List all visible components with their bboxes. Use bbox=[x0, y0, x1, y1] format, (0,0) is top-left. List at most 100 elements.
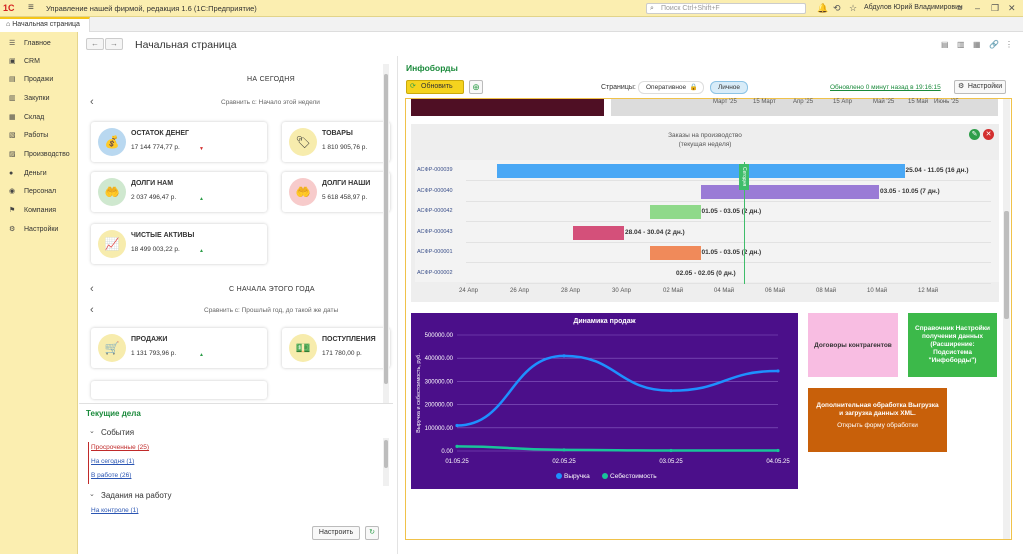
gantt-row-id[interactable]: АСФР-000002 bbox=[417, 269, 453, 276]
widgets-scrollbar[interactable] bbox=[383, 64, 389, 404]
configure-button[interactable]: Настроить bbox=[312, 526, 360, 540]
gantt-bar[interactable] bbox=[496, 164, 905, 178]
print-icon[interactable]: ▤ bbox=[941, 40, 949, 49]
reference-tile[interactable]: Справочник Настройки получения данных (Р… bbox=[908, 313, 997, 377]
scrollbar-thumb[interactable] bbox=[384, 440, 388, 468]
processing-tile[interactable]: Дополнительная обработка Выгрузка и загр… bbox=[808, 388, 947, 452]
back-button[interactable]: ← bbox=[86, 38, 104, 50]
gantt-axis-tick: 26 Апр bbox=[510, 288, 529, 294]
main-menu-icon[interactable]: ≡ bbox=[28, 2, 34, 13]
gantt-bar[interactable] bbox=[649, 246, 701, 260]
settings-button[interactable]: ⚙ Настройки bbox=[954, 80, 1006, 94]
forward-button[interactable]: → bbox=[105, 38, 123, 50]
events-overdue-link[interactable]: Просроченные (25) bbox=[91, 444, 150, 451]
history-icon[interactable]: ⟲ bbox=[833, 3, 841, 13]
gantt-bar[interactable] bbox=[649, 205, 701, 219]
sidebar-item-money[interactable]: ● Деньги bbox=[0, 166, 78, 182]
tab-operative-label: Оперативное bbox=[646, 84, 687, 91]
search-icon: ⌕ bbox=[650, 5, 654, 12]
refresh-icon[interactable]: ↻ bbox=[365, 526, 379, 540]
sidebar-item-purchases[interactable]: ▥ Закупки bbox=[0, 91, 78, 107]
chevron-down-icon[interactable]: ⌄ bbox=[89, 428, 95, 435]
sidebar-item-sales[interactable]: ▤ Продажи bbox=[0, 72, 78, 88]
chevron-down-icon[interactable]: ⌄ bbox=[89, 491, 95, 498]
updated-link[interactable]: Обновлено 0 минут назад в 19:16:15 bbox=[830, 84, 941, 91]
gantt-row-id[interactable]: АСФР-000040 bbox=[417, 187, 453, 194]
chevron-left-icon[interactable]: ‹ bbox=[90, 96, 94, 108]
jobs-title[interactable]: Задания на работу bbox=[101, 491, 172, 500]
refresh-button[interactable]: ⟳ Обновить bbox=[406, 80, 464, 94]
link-icon[interactable]: 🔗 bbox=[989, 40, 999, 49]
gantt-row-divider bbox=[466, 180, 991, 181]
events-today-link[interactable]: На сегодня (1) bbox=[91, 458, 135, 465]
tab-home[interactable]: ⌂ Начальная страница bbox=[0, 17, 90, 32]
sidebar-item-label: Настройки bbox=[24, 226, 59, 233]
gear-icon: ⚙ bbox=[9, 226, 16, 233]
sidebar-item-crm[interactable]: ▣ CRM bbox=[0, 54, 78, 70]
close-icon[interactable]: ✕ bbox=[1008, 3, 1016, 13]
sidebar-item-warehouse[interactable]: ▦ Склад bbox=[0, 110, 78, 126]
scrollbar-thumb[interactable] bbox=[384, 74, 388, 384]
tab-personal[interactable]: Личное bbox=[710, 81, 748, 94]
sidebar-item-staff[interactable]: ◉ Персонал bbox=[0, 184, 78, 200]
global-search-input[interactable]: ⌕ Поиск Ctrl+Shift+F bbox=[646, 3, 806, 14]
sidebar-item-label: CRM bbox=[24, 58, 40, 65]
scrollbar-thumb[interactable] bbox=[1004, 211, 1009, 319]
events-inwork-link[interactable]: В работе (26) bbox=[91, 472, 132, 479]
edit-icon[interactable]: ✎ bbox=[969, 129, 980, 140]
dashboard-scrollbar[interactable] bbox=[1003, 99, 1010, 539]
sidebar-item-main[interactable]: ☰ Главное bbox=[0, 36, 78, 52]
chevron-left-icon[interactable]: ‹ bbox=[90, 304, 94, 316]
bell-icon[interactable]: 🔔 bbox=[817, 3, 829, 13]
today-line bbox=[744, 162, 745, 284]
card-net-assets[interactable]: 📈 ЧИСТЫЕ АКТИВЫ 18 499 003,22 р. ▲ bbox=[91, 224, 267, 264]
crm-icon: ▣ bbox=[9, 58, 16, 65]
tasks-scrollbar[interactable] bbox=[383, 438, 389, 486]
save-icon[interactable]: ▦ bbox=[973, 40, 981, 49]
gantt-row-id[interactable]: АСФР-000039 bbox=[417, 167, 453, 173]
sales-chart[interactable]: Динамика продаж 0.00 100000.00 200000.00 30… bbox=[411, 313, 798, 489]
tab-operative[interactable]: Оперативное 🔒 bbox=[638, 81, 704, 94]
card-sales[interactable]: 🛒 ПРОДАЖИ 1 131 793,96 р. ▲ bbox=[91, 328, 267, 368]
gantt-row-id[interactable]: АСФР-000043 bbox=[417, 228, 453, 235]
settings-menu-icon[interactable]: ≡ bbox=[957, 3, 963, 13]
gantt-row-id[interactable]: АСФР-000042 bbox=[417, 208, 453, 214]
events-title[interactable]: События bbox=[101, 428, 135, 437]
card-goods[interactable]: 🏷 ТОВАРЫ 1 810 905,76 р. ▼ bbox=[282, 122, 390, 162]
sidebar-item-settings[interactable]: ⚙ Настройки bbox=[0, 222, 78, 238]
delete-icon[interactable]: ✕ bbox=[983, 129, 994, 140]
more-icon[interactable]: ⋮ bbox=[1005, 40, 1013, 49]
gantt-bar-label: 01.05 - 03.05 (2 дн.) bbox=[701, 208, 762, 215]
report-icon[interactable]: ▥ bbox=[957, 40, 965, 49]
contracts-tile[interactable]: Договоры контрагентов bbox=[808, 313, 898, 377]
search-placeholder: Поиск Ctrl+Shift+F bbox=[661, 5, 720, 12]
jobs-control-link[interactable]: На контроле (1) bbox=[91, 507, 139, 514]
gantt-bar[interactable] bbox=[573, 225, 624, 240]
sidebar-item-works[interactable]: ▧ Работы bbox=[0, 128, 78, 144]
chevron-left-icon[interactable]: ‹ bbox=[90, 283, 94, 295]
current-user[interactable]: Абдулов Юрий Владимирович bbox=[864, 4, 963, 11]
card-receivables[interactable]: 🤲 ДОЛГИ НАМ 2 037 496,47 р. ▲ bbox=[91, 172, 267, 212]
card-receipts[interactable]: 💵 ПОСТУПЛЕНИЯ 171 780,00 р. ▲ bbox=[282, 328, 390, 368]
today-compare[interactable]: Сравнить с: Начало этой недели bbox=[221, 99, 320, 106]
restore-icon[interactable]: ❐ bbox=[991, 3, 1000, 13]
sidebar-item-label: Персонал bbox=[24, 188, 57, 195]
gantt-axis-tick: 02 Май bbox=[663, 288, 684, 294]
card-value: 5 618 458,97 р. bbox=[322, 194, 368, 201]
sidebar-item-production[interactable]: ▨ Производство bbox=[0, 147, 78, 163]
strip-tick: Апр '25 bbox=[793, 99, 814, 105]
gantt-bar-label: 03.05 - 10.05 (7 дн.) bbox=[880, 187, 940, 195]
gantt-row-id[interactable]: АСФР-000001 bbox=[417, 249, 453, 255]
star-icon[interactable]: ☆ bbox=[849, 3, 858, 13]
card-payables[interactable]: 🤲 ДОЛГИ НАШИ 5 618 458,97 р. ▲ bbox=[282, 172, 390, 212]
card-partial[interactable] bbox=[91, 381, 267, 399]
year-compare[interactable]: Сравнить с: Прошлый год, до такой же дат… bbox=[204, 307, 339, 314]
data-point bbox=[669, 389, 673, 393]
dark-tile[interactable] bbox=[411, 99, 604, 116]
card-money-balance[interactable]: 💰 ОСТАТОК ДЕНЕГ 17 144 774,77 р. ▼ bbox=[91, 122, 267, 162]
sidebar-item-company[interactable]: ⚑ Компания bbox=[0, 203, 78, 219]
processing-link[interactable]: Открыть форму обработки bbox=[837, 422, 918, 429]
add-icon[interactable]: ⊕ bbox=[469, 80, 483, 94]
gantt-bar[interactable] bbox=[700, 184, 879, 199]
minimize-icon[interactable]: – bbox=[975, 3, 981, 13]
